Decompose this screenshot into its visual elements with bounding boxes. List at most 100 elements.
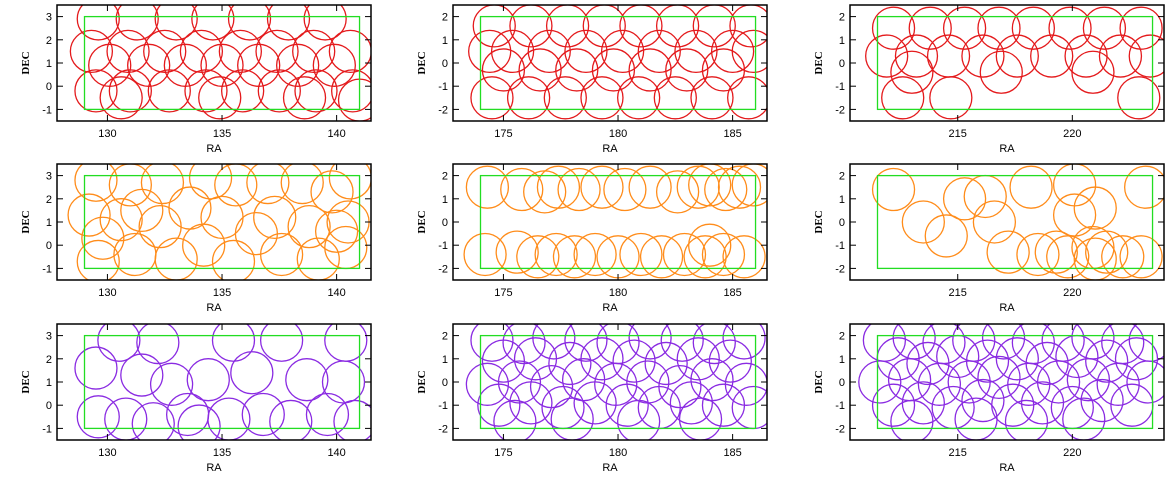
pointing-circle: [220, 69, 265, 113]
pointing-circle: [506, 76, 551, 120]
y-tick-label: 3: [46, 171, 52, 183]
pointing-circle: [550, 397, 594, 440]
pointing-circle: [653, 76, 697, 120]
pointing-circle: [200, 195, 244, 240]
x-axis-label: RA: [602, 143, 618, 155]
pointing-circle: [154, 237, 198, 280]
pointing-circle: [1030, 34, 1074, 78]
pointing-circle: [619, 5, 663, 48]
y-axis-label: DEC: [813, 370, 825, 393]
pointing-circle: [259, 324, 304, 362]
y-axis-label: DEC: [813, 51, 825, 74]
x-tick-label: 215: [949, 128, 967, 140]
pointing-circle: [470, 76, 514, 120]
x-tick-label: 140: [327, 447, 345, 459]
pointing-circle: [731, 164, 767, 207]
pointing-circle: [500, 167, 544, 212]
pointing-circle: [1101, 235, 1145, 279]
pointing-circle: [582, 5, 626, 48]
x-tick-label: 175: [494, 128, 512, 140]
y-tick-label: -1: [835, 400, 845, 412]
y-tick-label: 2: [46, 354, 52, 366]
pointing-circle: [612, 339, 656, 383]
pointing-circle: [961, 378, 1005, 423]
pointing-circle: [237, 43, 281, 87]
pointing-circle: [704, 167, 748, 212]
pointing-circle: [108, 164, 152, 207]
pointing-circle: [858, 360, 902, 404]
pointing-circle: [76, 239, 120, 280]
y-tick-label: 0: [46, 400, 52, 412]
y-tick-label: -1: [42, 423, 52, 435]
y-tick-label: 0: [839, 377, 845, 389]
survey-region: [83, 15, 361, 111]
plot-area: [871, 164, 1164, 280]
pointing-circle: [655, 170, 700, 214]
pointing-circle: [287, 204, 331, 249]
y-tick-label: 0: [46, 240, 52, 252]
y-tick-label: 0: [442, 377, 448, 389]
x-tick-label: 140: [327, 287, 345, 299]
y-tick-label: -1: [438, 81, 448, 93]
pointing-circle: [628, 324, 672, 360]
pointing-circle: [1020, 381, 1065, 425]
pointing-circle: [76, 395, 120, 439]
pointing-circle: [191, 5, 235, 41]
axes-frame: [849, 163, 1165, 281]
y-tick-label: -2: [835, 423, 845, 435]
pointing-circle: [573, 232, 617, 277]
plot-area: [69, 5, 371, 121]
pointing-circle: [871, 383, 916, 427]
pointing-circle: [74, 346, 118, 390]
pointing-circle: [81, 216, 125, 260]
survey-region: [83, 334, 361, 430]
x-axis-label: RA: [206, 302, 222, 314]
y-tick-label: 1: [839, 35, 845, 47]
y-tick-label: 1: [442, 354, 448, 366]
pointing-circle: [908, 6, 952, 50]
survey-region: [876, 174, 1154, 270]
pointing-circle: [1073, 186, 1117, 230]
pointing-circle: [97, 324, 141, 362]
y-tick-label: 1: [442, 194, 448, 206]
pointing-circle: [901, 381, 945, 425]
pointing-circle: [115, 5, 159, 41]
pointing-circle: [548, 341, 592, 386]
pointing-circle: [639, 235, 684, 279]
pointing-circle: [591, 48, 636, 92]
y-tick-label: 1: [46, 377, 52, 389]
pointing-circle: [619, 232, 663, 277]
pointing-circle: [917, 362, 962, 406]
pointing-circle: [465, 165, 510, 209]
pointing-circle: [722, 235, 766, 279]
pointing-circle: [637, 29, 681, 74]
pointing-circle: [665, 48, 709, 92]
x-tick-label: 135: [213, 447, 231, 459]
pointing-circle: [573, 381, 617, 425]
pointing-circle: [674, 29, 718, 74]
pointing-circle: [564, 324, 608, 362]
y-tick-label: 1: [46, 58, 52, 70]
pointing-circle: [688, 164, 732, 207]
y-tick-label: 2: [442, 171, 448, 183]
pointing-circle: [1048, 6, 1092, 50]
pointing-circle: [468, 29, 512, 74]
survey-region: [876, 15, 1154, 111]
pointing-circle: [628, 48, 672, 92]
pointing-circle: [1119, 235, 1163, 279]
x-tick-label: 215: [949, 447, 967, 459]
y-axis-label: DEC: [416, 51, 428, 74]
pointing-circle: [324, 324, 368, 362]
x-tick-label: 180: [609, 447, 627, 459]
pointing-circle: [257, 69, 301, 113]
pointing-circle: [1128, 324, 1164, 362]
pointing-circle: [303, 5, 347, 41]
panel: 130 135 140 -1 0 1 2 3 RA DEC: [20, 163, 372, 314]
pointing-circle: [1119, 6, 1163, 50]
survey-region: [479, 15, 757, 111]
y-axis-label: DEC: [20, 370, 32, 393]
x-axis-label: RA: [602, 302, 618, 314]
pointing-circle: [1085, 230, 1129, 274]
pointing-circle: [326, 200, 370, 244]
pointing-circle: [617, 399, 661, 440]
